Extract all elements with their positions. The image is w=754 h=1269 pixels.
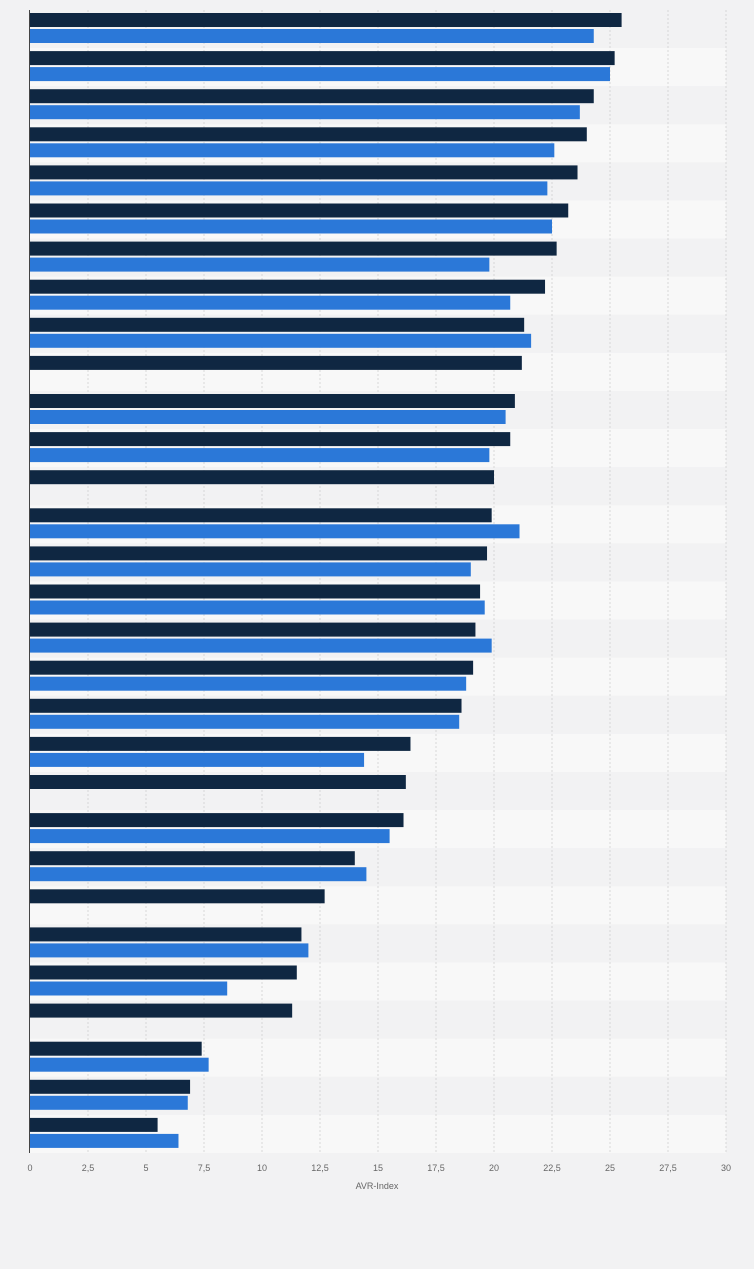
x-tick-label: 27,5 (659, 1163, 677, 1173)
bar (30, 51, 615, 66)
x-tick-label: 2,5 (82, 1163, 95, 1173)
bar (30, 981, 228, 996)
x-tick-label: 7,5 (198, 1163, 211, 1173)
bar (30, 927, 302, 942)
bar (30, 622, 476, 637)
x-tick-label: 30 (721, 1163, 731, 1173)
bar (30, 295, 511, 310)
x-tick-label: 5 (143, 1163, 148, 1173)
x-tick-label: 20 (489, 1163, 499, 1173)
bar (30, 13, 622, 27)
bar (30, 219, 552, 234)
bar (30, 829, 390, 844)
bar (30, 1041, 202, 1056)
bar (30, 562, 471, 577)
bar (30, 448, 490, 463)
bar (30, 736, 411, 751)
bar (30, 394, 515, 408)
bar (30, 775, 406, 789)
gridlines (87, 10, 727, 1153)
bar (30, 333, 532, 348)
bar (30, 546, 488, 561)
x-tick-label: 10 (257, 1163, 267, 1173)
bar (30, 29, 594, 43)
bar (30, 127, 587, 142)
bar (30, 1003, 293, 1018)
bar (30, 714, 460, 729)
bar (30, 89, 594, 104)
bar (30, 1057, 209, 1072)
bar (30, 165, 578, 180)
bar (30, 813, 404, 828)
bar (30, 355, 522, 370)
x-tick-label: 15 (373, 1163, 383, 1173)
bar (30, 241, 557, 256)
bar (30, 524, 520, 539)
bar (30, 600, 485, 615)
bar (30, 698, 462, 713)
bar (30, 508, 492, 523)
bar (30, 432, 511, 447)
bar (30, 638, 492, 653)
x-tick-label: 17,5 (427, 1163, 445, 1173)
bar (30, 752, 365, 767)
x-axis-ticks: 0 2,5 5 7,5 10 12,5 15 17,5 20 22,5 25 27,5 30 (27, 1163, 731, 1173)
bars (30, 13, 622, 1148)
bar (30, 867, 367, 882)
bar (30, 851, 355, 866)
bar (30, 257, 490, 272)
bar (30, 943, 309, 958)
bar (30, 67, 610, 82)
bar (30, 181, 548, 196)
x-tick-label: 12,5 (311, 1163, 329, 1173)
bar (30, 410, 506, 424)
x-tick-label: 0 (27, 1163, 32, 1173)
bar (30, 889, 325, 904)
bar (30, 317, 525, 332)
bar (30, 105, 580, 120)
bar (30, 470, 494, 485)
x-tick-label: 22,5 (543, 1163, 561, 1173)
bar (30, 584, 481, 599)
bar (30, 1133, 179, 1148)
x-axis-title: AVR-Index (356, 1181, 399, 1191)
bar (30, 1079, 191, 1094)
bar (30, 1095, 188, 1110)
bar (30, 965, 297, 980)
bar (30, 143, 555, 158)
x-tick-label: 25 (605, 1163, 615, 1173)
bar (30, 203, 569, 218)
bar (30, 676, 467, 691)
bar (30, 279, 546, 294)
bar (30, 1117, 158, 1132)
bar (30, 660, 474, 675)
